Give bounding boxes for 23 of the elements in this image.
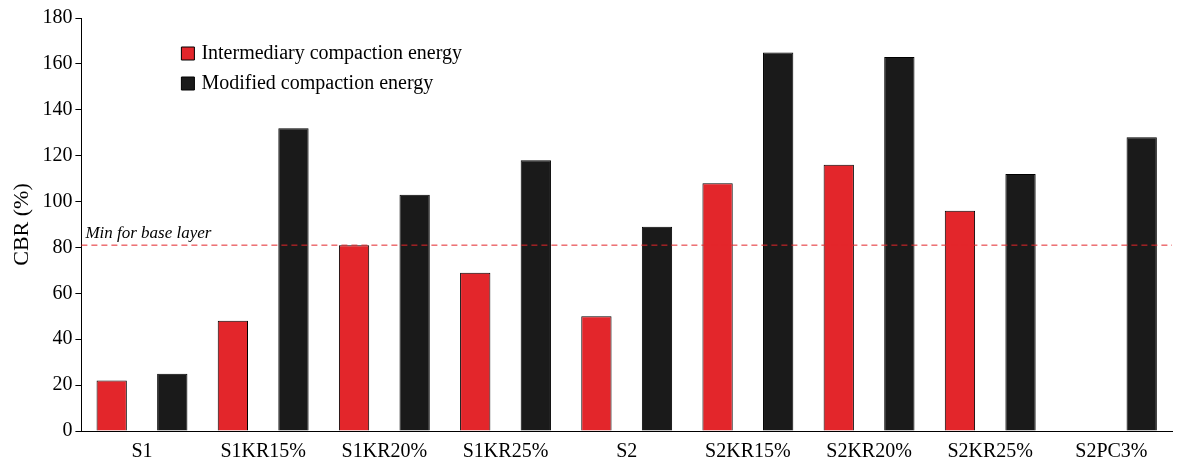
y-tick-label: 40 (52, 326, 73, 349)
y-tick-label: 180 (42, 5, 73, 28)
y-tick-label: 0 (62, 418, 73, 441)
x-tick-label: S1KR25% (462, 439, 549, 462)
x-tick-label: S2KR15% (705, 439, 791, 462)
x-tick-label: S1KR15% (220, 439, 306, 462)
x-tick-label: S2 (616, 439, 638, 462)
legend-label: Intermediary compaction energy (201, 41, 463, 65)
y-axis-title: CBR (%) (7, 183, 33, 266)
y-tick-label: 140 (42, 97, 73, 120)
x-tick-label: S2KR20% (826, 439, 912, 462)
x-tick-label: S1 (131, 439, 153, 462)
y-tick-label: 80 (52, 234, 73, 257)
legend-label: Modified compaction energy (201, 71, 434, 95)
x-tick-label: S1KR20% (341, 439, 428, 462)
y-tick-label: 60 (52, 280, 73, 303)
y-tick-label: 160 (42, 51, 73, 74)
x-tick-label: S2KR25% (947, 439, 1034, 462)
x-tick-label: S2PC3% (1075, 439, 1148, 462)
y-tick-label: 20 (52, 372, 73, 395)
ref-line-label: Min for base layer (84, 223, 212, 243)
y-tick-label: 120 (42, 142, 73, 165)
y-tick-label: 100 (42, 188, 73, 211)
